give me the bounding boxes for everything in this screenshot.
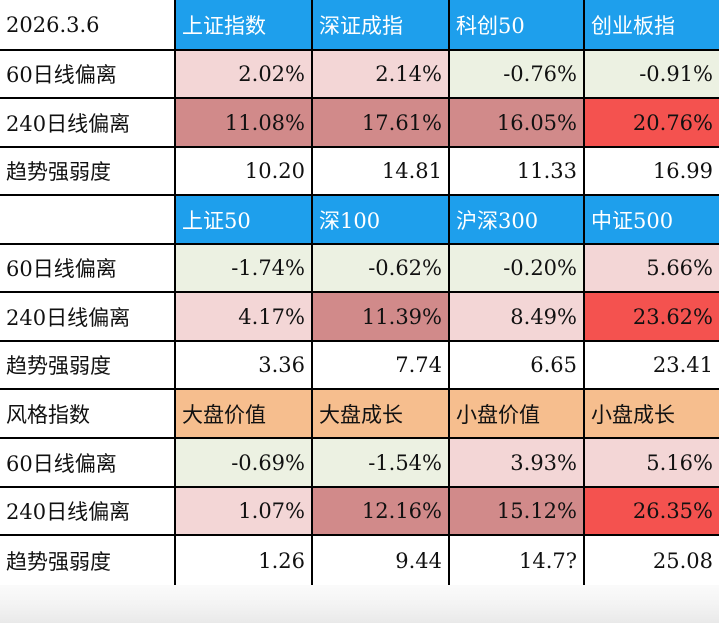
index-header: 小盘成长 bbox=[585, 390, 719, 437]
value-cell: 6.65 bbox=[450, 342, 583, 388]
value-cell: 2.02% bbox=[176, 51, 311, 97]
value-cell: 2.14% bbox=[313, 51, 448, 97]
value-cell: 14.7? bbox=[450, 536, 583, 585]
value-cell: 25.08 bbox=[585, 536, 719, 585]
value-cell: -0.20% bbox=[450, 245, 583, 291]
row-label: 趋势强弱度 bbox=[0, 342, 174, 388]
value-cell: 17.61% bbox=[313, 99, 448, 146]
value-cell: 9.44 bbox=[313, 536, 448, 585]
value-cell: -0.62% bbox=[313, 245, 448, 291]
value-cell: -0.69% bbox=[176, 439, 311, 486]
index-header: 大盘成长 bbox=[313, 390, 448, 437]
section-corner-label: 风格指数 bbox=[0, 390, 174, 437]
value-cell: 3.36 bbox=[176, 342, 311, 388]
row-label: 60日线偏离 bbox=[0, 439, 174, 486]
value-cell: 14.81 bbox=[313, 148, 448, 194]
index-header: 深证成指 bbox=[313, 0, 448, 49]
value-cell: 3.93% bbox=[450, 439, 583, 486]
value-cell: 1.26 bbox=[176, 536, 311, 585]
value-cell: 11.08% bbox=[176, 99, 311, 146]
index-header: 创业板指 bbox=[585, 0, 719, 49]
index-header: 科创50 bbox=[450, 0, 583, 49]
row-label: 240日线偏离 bbox=[0, 99, 174, 146]
value-cell: 15.12% bbox=[450, 488, 583, 534]
row-label: 240日线偏离 bbox=[0, 488, 174, 534]
value-cell: 16.99 bbox=[585, 148, 719, 194]
value-cell: 12.16% bbox=[313, 488, 448, 534]
value-cell: 23.62% bbox=[585, 293, 719, 340]
index-header: 大盘价值 bbox=[176, 390, 311, 437]
value-cell: -1.74% bbox=[176, 245, 311, 291]
row-label: 趋势强弱度 bbox=[0, 148, 174, 194]
index-header: 小盘价值 bbox=[450, 390, 583, 437]
value-cell: 26.35% bbox=[585, 488, 719, 534]
row-label: 60日线偏离 bbox=[0, 51, 174, 97]
row-label: 趋势强弱度 bbox=[0, 536, 174, 585]
value-cell: 8.49% bbox=[450, 293, 583, 340]
value-cell: 11.33 bbox=[450, 148, 583, 194]
row-label: 240日线偏离 bbox=[0, 293, 174, 340]
index-header: 中证500 bbox=[585, 196, 719, 243]
index-deviation-table: 2026.3.6 上证指数 深证成指 科创50 创业板指 60日线偏离 2.02% 2.14%… bbox=[0, 0, 719, 585]
value-cell: 5.66% bbox=[585, 245, 719, 291]
value-cell: -1.54% bbox=[313, 439, 448, 486]
value-cell: -0.76% bbox=[450, 51, 583, 97]
page-footer-fade bbox=[0, 585, 719, 623]
value-cell: 20.76% bbox=[585, 99, 719, 146]
value-cell: 11.39% bbox=[313, 293, 448, 340]
index-header: 上证50 bbox=[176, 196, 311, 243]
value-cell: 4.17% bbox=[176, 293, 311, 340]
value-cell: 16.05% bbox=[450, 99, 583, 146]
value-cell: 7.74 bbox=[313, 342, 448, 388]
section-corner-label: 2026.3.6 bbox=[0, 0, 174, 49]
index-header: 上证指数 bbox=[176, 0, 311, 49]
value-cell: -0.91% bbox=[585, 51, 719, 97]
value-cell: 5.16% bbox=[585, 439, 719, 486]
value-cell: 23.41 bbox=[585, 342, 719, 388]
index-header: 沪深300 bbox=[450, 196, 583, 243]
index-header: 深100 bbox=[313, 196, 448, 243]
value-cell: 1.07% bbox=[176, 488, 311, 534]
row-label: 60日线偏离 bbox=[0, 245, 174, 291]
value-cell: 10.20 bbox=[176, 148, 311, 194]
section-corner-label bbox=[0, 196, 174, 243]
